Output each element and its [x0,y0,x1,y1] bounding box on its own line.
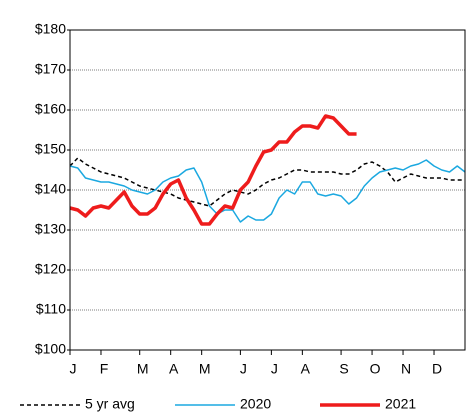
series-line [69,159,466,223]
x-tick-label: O [370,361,381,377]
legend-label: 5 yr avg [85,396,135,412]
y-tick-label: $180 [35,21,66,37]
y-tick-label: $170 [35,61,66,77]
y-tick-label: $140 [35,181,66,197]
y-tick-label: $160 [35,101,66,117]
y-tick-label: $100 [35,341,66,357]
x-tick-label: M [199,361,211,377]
x-tick-label: J [70,361,77,377]
x-tick-label: A [301,361,311,377]
x-tick-label: M [137,361,149,377]
y-tick-label: $120 [35,261,66,277]
y-tick-label: $110 [36,301,66,317]
legend: 5 yr avg 2020 2021 [20,396,416,412]
legend-label: 2020 [240,396,271,412]
y-tick-label: $150 [35,141,66,157]
x-tick-label: D [432,361,442,377]
x-tick-label: J [240,361,247,377]
x-tick-label: J [271,361,278,377]
plot-area [69,114,466,226]
legend-label: 2021 [385,396,416,412]
x-tick-label: N [401,361,411,377]
series-line [69,114,357,226]
x-tick-label: A [169,361,179,377]
y-tick-label: $130 [35,221,66,237]
series-line [69,157,465,207]
plot-frame [69,29,466,351]
grid: $100 $110 $120 $130 $140 $150 $160 $170 $180 J F M A… [35,21,465,377]
x-tick-label: F [100,361,109,377]
x-tick-label: S [339,361,348,377]
